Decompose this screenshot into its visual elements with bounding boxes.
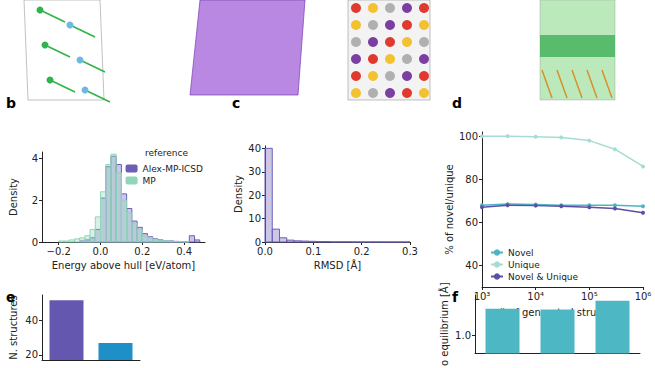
svg-text:0.0: 0.0 — [93, 246, 109, 257]
svg-text:Energy above hull [eV/atom]: Energy above hull [eV/atom] — [52, 260, 196, 271]
svg-text:o equilibrium [Å]: o equilibrium [Å] — [438, 282, 450, 366]
svg-text:0: 0 — [254, 236, 261, 248]
svg-text:N. structures: N. structures — [8, 295, 19, 359]
svg-text:30: 30 — [248, 166, 261, 177]
svg-text:% of novel/unique: % of novel/unique — [444, 164, 455, 254]
svg-text:0.0: 0.0 — [257, 246, 273, 257]
svg-text:0.3: 0.3 — [402, 246, 418, 257]
svg-text:RMSD [Å]: RMSD [Å] — [314, 259, 362, 271]
svg-text:10: 10 — [248, 213, 261, 224]
svg-text:40: 40 — [465, 260, 478, 271]
svg-text:−0.2: −0.2 — [47, 246, 71, 257]
svg-text:40: 40 — [248, 143, 261, 154]
svg-text:0.2: 0.2 — [134, 246, 150, 257]
svg-text:MP: MP — [143, 176, 157, 186]
svg-text:10⁵: 10⁵ — [581, 291, 598, 302]
svg-text:d: d — [452, 95, 462, 111]
svg-text:40: 40 — [25, 315, 38, 326]
svg-text:Density: Density — [233, 175, 244, 213]
svg-text:20: 20 — [248, 190, 261, 201]
svg-text:100: 100 — [459, 131, 478, 142]
svg-text:10⁶: 10⁶ — [635, 291, 652, 302]
svg-text:60: 60 — [465, 217, 478, 228]
svg-text:0.2: 0.2 — [354, 246, 370, 257]
svg-text:f: f — [452, 289, 459, 305]
svg-text:0.1: 0.1 — [305, 246, 321, 257]
svg-text:1.0: 1.0 — [455, 330, 471, 341]
svg-text:c: c — [232, 95, 240, 111]
svg-text:0: 0 — [32, 237, 38, 248]
svg-text:0.4: 0.4 — [176, 246, 192, 257]
svg-text:20: 20 — [25, 349, 38, 360]
svg-text:Density: Density — [8, 178, 19, 216]
svg-text:Unique: Unique — [508, 260, 540, 270]
svg-text:2: 2 — [32, 195, 38, 206]
svg-text:10⁴: 10⁴ — [527, 291, 544, 302]
svg-text:Alex-MP-ICSD: Alex-MP-ICSD — [143, 164, 204, 174]
svg-text:80: 80 — [465, 174, 478, 185]
svg-text:10³: 10³ — [474, 291, 491, 302]
svg-text:Novel & Unique: Novel & Unique — [508, 272, 579, 282]
svg-text:4: 4 — [32, 153, 38, 164]
svg-text:Novel: Novel — [508, 248, 534, 258]
svg-text:b: b — [6, 95, 16, 111]
svg-text:reference: reference — [145, 148, 188, 158]
